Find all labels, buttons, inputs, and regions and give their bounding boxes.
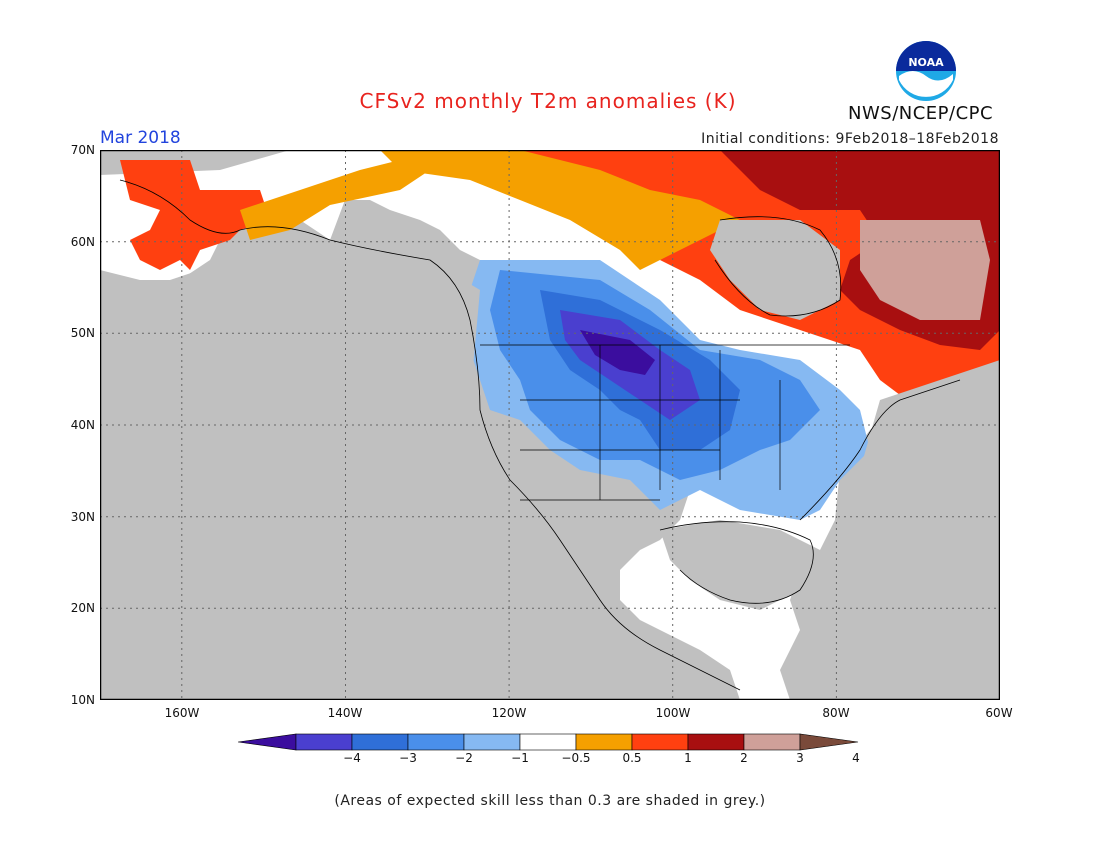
- colorbar-arrow-max: [799, 733, 859, 751]
- colorbar-tick-label: −3: [399, 751, 417, 765]
- colorbar-swatch: [687, 733, 745, 751]
- agency-label: NWS/NCEP/CPC: [848, 103, 994, 124]
- logo-text: NOAA: [908, 56, 944, 69]
- colorbar-tick-label: 4: [852, 751, 860, 765]
- lon-label-140w: 140W: [327, 706, 363, 720]
- colorbar-swatch: [351, 733, 409, 751]
- lon-label-80w: 80W: [822, 706, 850, 720]
- colorbar-arrow-min: [238, 733, 297, 751]
- lon-label-120w: 120W: [491, 706, 527, 720]
- colorbar-swatch: [575, 733, 633, 751]
- map-title: CFSv2 monthly T2m anomalies (K): [359, 89, 737, 113]
- forecast-month: Mar 2018: [100, 128, 181, 148]
- map-border: [100, 150, 1000, 700]
- colorbar-tick-label: −4: [343, 751, 361, 765]
- alaska-orange: [240, 160, 430, 240]
- colorbar-tick-label: 0.5: [622, 751, 642, 765]
- pacific-coast: [100, 230, 620, 700]
- political-borders: [480, 344, 850, 501]
- colorbar-swatch: [743, 733, 801, 751]
- lon-label-60w: 60W: [985, 706, 1013, 720]
- lat-label-40n: 40N: [70, 418, 95, 432]
- anomaly-map: [100, 150, 1000, 700]
- colorbar-swatch: [519, 733, 577, 751]
- cold-strongest: [580, 330, 655, 375]
- lon-label-160w: 160W: [164, 706, 200, 720]
- footnote: (Areas of expected skill less than 0.3 a…: [334, 793, 766, 809]
- colorbar-tick-label: 2: [740, 751, 748, 765]
- gulf-of-mexico: [660, 520, 820, 610]
- hudson-bay: [710, 220, 840, 320]
- lat-label-70n: 70N: [70, 143, 95, 157]
- lat-label-50n: 50N: [70, 326, 95, 340]
- colorbar-tick-label: −0.5: [561, 751, 591, 765]
- colorbar: [238, 733, 859, 751]
- initial-conditions: Initial conditions: 9Feb2018–18Feb2018: [701, 131, 999, 147]
- lat-label-10n: 10N: [70, 693, 95, 707]
- coastlines: [119, 179, 961, 691]
- colorbar-swatch: [463, 733, 521, 751]
- lat-label-60n: 60N: [70, 235, 95, 249]
- colorbar-tick-label: 3: [796, 751, 804, 765]
- colorbar-swatch: [407, 733, 465, 751]
- colorbar-tick-label: −1: [511, 751, 529, 765]
- alaska-warm: [120, 160, 270, 270]
- labrador-pink: [860, 220, 990, 320]
- lat-label-30n: 30N: [70, 510, 95, 524]
- colorbar-tick-label: 1: [684, 751, 692, 765]
- colorbar-swatch: [631, 733, 689, 751]
- colorbar-swatch: [295, 733, 353, 751]
- noaa-logo: NOAA: [896, 41, 956, 101]
- lon-label-100w: 100W: [655, 706, 691, 720]
- colorbar-tick-label: −2: [455, 751, 473, 765]
- lat-label-20n: 20N: [70, 601, 95, 615]
- graticule: [100, 150, 1000, 700]
- atlantic: [800, 360, 1000, 700]
